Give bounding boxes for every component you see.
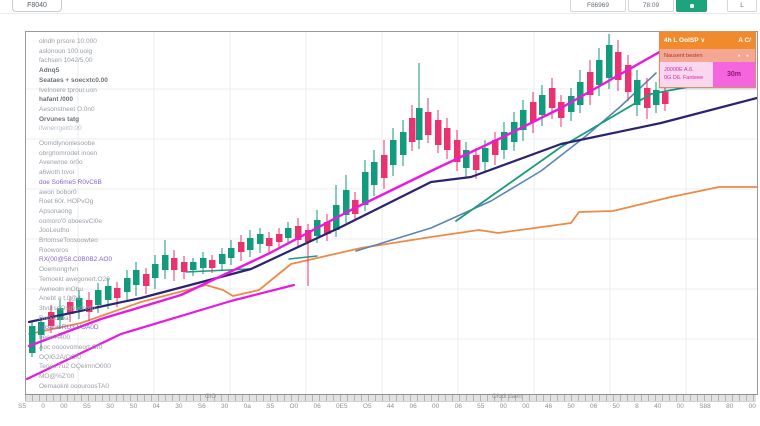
axis-tick-label: 06 [589,403,598,410]
axis-tick-label: 00 [748,403,756,410]
axis-tick-label: 00 [676,403,684,410]
axis-tick-label: 06 [313,403,321,410]
axis-tick-label: 0a [243,403,251,410]
indicator-subrow[interactable]: Nausent besten ● ● [660,49,755,62]
trend-navy [27,96,757,324]
axis-tick-label: 00 [60,403,68,410]
axis-tick-label: S88 [699,403,711,410]
axis-tick-label: O0 [289,403,299,410]
axis-tick-label: 50 [612,403,620,410]
price-field[interactable]: F86969 [570,0,626,12]
dot-icon [689,4,694,8]
toolbar-spacer [709,0,725,12]
indicator-panel-header[interactable]: 4h L OoISP ∨ A C/ [660,32,755,49]
trend-magenta-lower [26,283,296,381]
indicator-detail-row: J0000E A.6. 0G D6. Fanteee 30m [660,62,755,87]
chart-area[interactable]: olndh prsore 10,000 aslonoun 100 uoig fach… [25,31,758,395]
axis-tick-label: 80 [726,403,734,410]
indicator-detail-text: J0000E A.6. 0G D6. Fanteee [660,62,713,87]
axis-tick-label: 46 [544,403,553,410]
axis-tick-label: S0 [129,403,138,410]
trend-lines-under [28,72,757,335]
axis-tick-label: 00 [522,403,530,410]
teal-seg-2 [288,255,318,260]
symbol-button[interactable]: F8040 [12,0,62,12]
axis-tick-label: 30 [221,403,229,410]
axis-tick-label: S5 [18,403,26,410]
time-axis-labels: S5 0 00 S5 S0 S0 04 30 S6 30 0a S5 O0 06 0E5 O5 44 06 00 06… [18,403,756,410]
axis-annotation-1: GIO [205,394,217,400]
toolbar-right-group: F86969 78:09 L [570,0,757,13]
top-toolbar: F8040 F86969 78:09 L [0,0,760,14]
candlestick-chart[interactable] [26,32,757,394]
axis-tick-label: 0E5 [336,403,348,410]
axis-tick-label: 0 [41,403,45,410]
ma-orange [28,186,757,335]
timeframe-30m-button[interactable]: 30m [713,62,755,87]
axis-tick-label: 40 [654,403,662,410]
axis-tick-label: 06 [454,403,462,410]
axis-tick-label: 55 [477,403,485,410]
axis-tick-label: S5 [82,403,91,410]
axis-tick-label: 30 [175,403,183,410]
axis-tick-label: 00 [499,403,507,410]
trend-green [455,85,694,222]
axis-tick-label: O5 [362,403,372,410]
axis-tick-label: S5 [266,403,275,410]
indicator-title: 4h L OoISP ∨ [664,37,705,44]
candles [29,34,669,357]
trend-magenta-main [27,39,681,348]
options-dots-icon[interactable]: ● ● [737,52,751,59]
axis-tick-label: 8 [635,403,639,410]
trend-lines-over [26,39,757,381]
axis-tick-label: S6 [197,403,206,410]
axis-tick-label: 50 [567,403,575,410]
chevron-down-icon[interactable]: ∨ [700,38,705,44]
confirm-button[interactable] [676,0,707,12]
axis-tick-label: 00 [432,403,440,410]
axis-annotation-2: Ofodt daen [492,394,522,400]
teal-seg-1 [185,268,250,273]
axis-tick-label: 44 [386,403,395,410]
indicator-subrow-label: Nausent besten [664,52,703,59]
axis-tick-label: S0 [106,403,115,410]
indicator-panel[interactable]: 4h L OoISP ∨ A C/ Nausent besten ● ● J000… [659,31,756,88]
ma-blue [355,72,657,252]
indicator-header-actions[interactable]: A C/ [738,37,751,44]
axis-tick-label: 04 [152,403,160,410]
axis-tick-label: 06 [409,403,417,410]
time-axis-scrollbar[interactable] [25,394,756,402]
time-field[interactable]: 78:09 [628,0,674,12]
tool-button[interactable]: L [727,0,757,12]
